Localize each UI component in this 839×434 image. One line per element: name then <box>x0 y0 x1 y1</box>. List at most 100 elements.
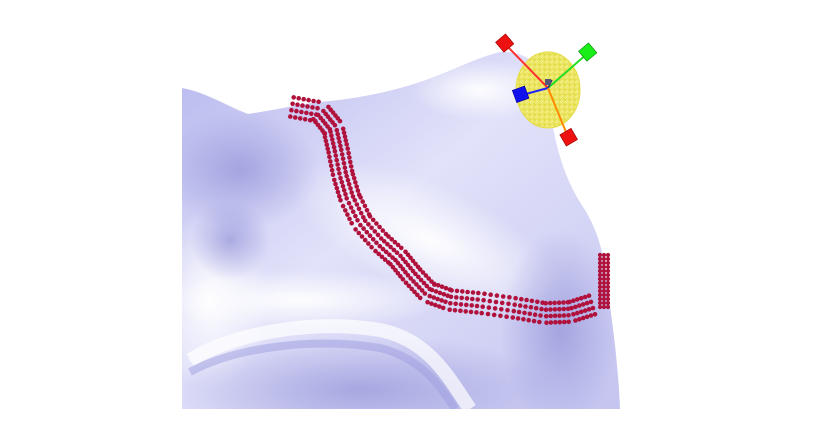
mesh-surface[interactable] <box>150 51 620 434</box>
selection-dot <box>316 99 321 105</box>
selection-dot <box>346 200 352 206</box>
selection-dot <box>345 146 351 151</box>
selection-dot <box>573 318 578 323</box>
selection-dot <box>601 280 607 286</box>
selection-dot <box>388 244 393 250</box>
selection-dot <box>521 317 526 322</box>
selection-dot <box>441 292 447 297</box>
selection-dot <box>577 317 582 322</box>
selection-dot <box>309 111 314 117</box>
selection-dot <box>575 297 580 302</box>
selection-dot <box>592 312 598 317</box>
selection-dot <box>326 150 331 155</box>
selection-dot <box>335 131 341 137</box>
selection-dot <box>355 188 361 193</box>
selection-dot <box>562 319 567 325</box>
selection-dot <box>361 215 366 220</box>
selection-dot <box>597 284 603 290</box>
selection-dot <box>506 301 511 307</box>
selection-dot <box>382 257 388 262</box>
selection-dot <box>372 229 378 234</box>
selection-dot <box>452 308 458 313</box>
selection-dot <box>321 130 327 136</box>
selection-dot <box>515 316 521 321</box>
selection-dot <box>453 301 459 307</box>
selection-dot <box>337 139 342 145</box>
selection-dot <box>335 189 341 195</box>
selection-dot <box>448 301 453 306</box>
selection-dot <box>499 307 504 312</box>
selection-dot <box>415 292 420 298</box>
selection-dot <box>605 276 611 282</box>
selection-dot <box>437 290 443 296</box>
selection-dot <box>356 206 362 212</box>
selection-dot <box>350 209 356 214</box>
selection-dot <box>333 181 338 187</box>
z-axis-handle[interactable] <box>511 85 530 104</box>
selection-dot <box>370 217 376 223</box>
selection-dot <box>322 134 328 140</box>
selection-dot <box>571 312 576 317</box>
orange-axis-handle[interactable] <box>559 127 578 147</box>
selection-dot <box>601 292 607 298</box>
selection-dot <box>408 255 413 261</box>
selection-dot <box>348 164 354 169</box>
y-axis-handle[interactable] <box>578 42 598 62</box>
selection-dot <box>517 303 523 308</box>
selection-dot <box>417 267 423 272</box>
selection-dot <box>391 247 397 253</box>
selection-dot <box>375 232 381 238</box>
selection-dot <box>385 241 390 247</box>
selection-dot <box>527 311 533 317</box>
selection-dot <box>460 289 465 294</box>
selection-dot <box>433 302 438 308</box>
selection-dot <box>459 295 465 301</box>
selection-dot <box>386 234 391 239</box>
selection-dot <box>340 126 346 132</box>
selection-dot <box>343 169 349 175</box>
selection-dot <box>486 305 492 310</box>
selection-dot <box>532 312 538 318</box>
selection-dot <box>330 137 335 142</box>
selection-dot <box>494 293 500 298</box>
selection-dot <box>342 165 348 170</box>
selection-dot <box>370 237 376 242</box>
selection-dot <box>463 309 469 314</box>
selection-dot <box>601 296 607 302</box>
selection-dot <box>498 313 503 319</box>
selection-dot <box>403 280 409 286</box>
selection-dot <box>291 95 297 100</box>
selection-dot <box>353 180 358 185</box>
gizmo-center[interactable] <box>545 79 551 85</box>
selection-dot <box>405 272 411 278</box>
x-axis-handle[interactable] <box>495 33 515 53</box>
selection-dot <box>538 313 543 318</box>
selection-dot <box>544 320 549 326</box>
selection-dot <box>366 241 371 246</box>
selection-dot <box>553 320 558 325</box>
selection-dot <box>552 300 557 306</box>
selection-dot <box>423 273 429 278</box>
selection-dot <box>584 300 590 306</box>
y-axis-line <box>547 52 589 89</box>
selection-dot <box>432 281 437 287</box>
transform-gizmo[interactable] <box>495 33 598 147</box>
selection-dot <box>299 109 304 115</box>
selection-dot <box>431 295 437 300</box>
selection-dot <box>597 252 603 258</box>
selection-dot <box>511 308 517 314</box>
selection-dot <box>479 310 485 316</box>
selection-dot <box>552 307 558 312</box>
selection-dot <box>345 212 350 217</box>
selection-dot <box>338 175 343 181</box>
selection-dot <box>435 296 440 302</box>
selection-dot <box>341 188 347 193</box>
selection-dot <box>348 159 353 165</box>
selection-dot <box>339 147 344 153</box>
selection-dot <box>334 185 340 191</box>
selection-dot <box>336 166 341 172</box>
selection-dot <box>347 216 352 222</box>
selection-dot <box>289 107 294 113</box>
